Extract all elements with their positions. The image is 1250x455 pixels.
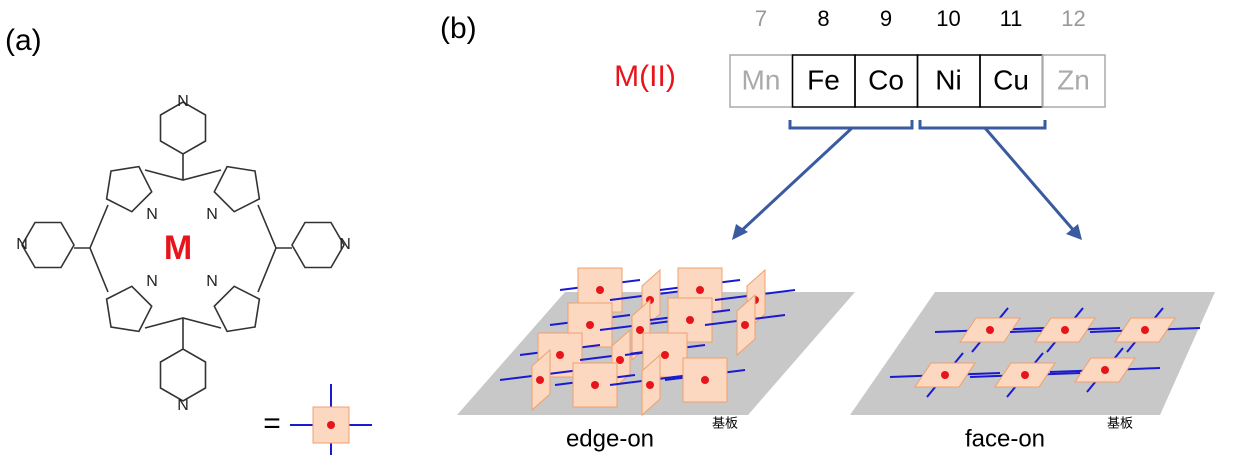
metal-center xyxy=(941,371,949,379)
pyrrole-ring xyxy=(214,286,259,331)
metal-center xyxy=(596,286,604,294)
metal-center xyxy=(1061,326,1069,334)
pyridine-ring xyxy=(22,223,74,268)
bracket xyxy=(740,120,912,232)
metal-label: M(II) xyxy=(614,60,676,93)
pyrrole-ring xyxy=(107,167,152,212)
metal-center xyxy=(986,326,994,334)
metal-center xyxy=(556,351,564,359)
panel-label: (b) xyxy=(440,12,477,45)
nitrogen: N xyxy=(146,273,158,290)
nitrogen: N xyxy=(16,236,28,253)
nitrogen: N xyxy=(177,93,189,110)
metal-center xyxy=(701,376,709,384)
figure: (a) (b) M = M(II) edge-on 基板 face-on 基板 … xyxy=(0,0,1250,455)
metal-center xyxy=(686,316,694,324)
nitrogen: N xyxy=(206,273,218,290)
nitrogen: N xyxy=(146,206,158,223)
metal-center xyxy=(536,376,544,384)
group-number: 8 xyxy=(817,6,829,31)
metal-center xyxy=(741,321,749,329)
pyrrole-ring xyxy=(107,286,152,331)
element-symbol: Cu xyxy=(993,64,1029,95)
edge-on-label: edge-on xyxy=(566,425,654,452)
group-number: 9 xyxy=(880,6,892,31)
group-number: 12 xyxy=(1061,6,1085,31)
element-symbol: Co xyxy=(868,64,904,95)
metal-center xyxy=(1101,366,1109,374)
group-number: 7 xyxy=(755,6,767,31)
metal-center xyxy=(646,381,654,389)
group-number: 10 xyxy=(936,6,960,31)
metal: M xyxy=(164,229,192,267)
metal-center xyxy=(1141,326,1149,334)
metal-center xyxy=(1021,371,1029,379)
bracket xyxy=(920,120,1075,232)
substrate-label: 基板 xyxy=(712,415,738,430)
element-symbol: Mn xyxy=(742,64,781,95)
group-number: 11 xyxy=(1000,6,1023,31)
face-on-label: face-on xyxy=(965,425,1045,452)
metal-center xyxy=(591,381,599,389)
element-symbol: Fe xyxy=(807,64,840,95)
pyrrole-ring xyxy=(214,167,259,212)
element-symbol: Ni xyxy=(935,64,961,95)
metal-center xyxy=(661,351,669,359)
element-symbol: Zn xyxy=(1057,64,1090,95)
metal-center xyxy=(696,286,704,294)
equals: = xyxy=(263,407,281,440)
pyridine-ring xyxy=(292,223,344,268)
nitrogen: N xyxy=(206,206,218,223)
substrate-label: 基板 xyxy=(1107,415,1133,430)
nitrogen: N xyxy=(177,397,189,414)
nitrogen: N xyxy=(339,236,351,253)
molecule-symbol xyxy=(290,384,372,455)
metal-center xyxy=(586,321,594,329)
pyridine-ring xyxy=(161,349,206,401)
panel-label: (a) xyxy=(5,24,42,57)
